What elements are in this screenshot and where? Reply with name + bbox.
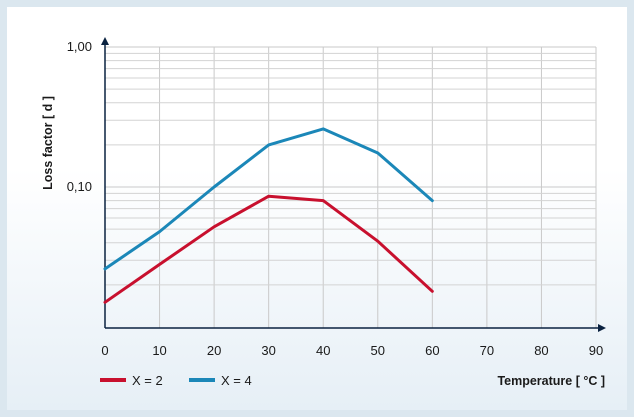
axes — [101, 37, 606, 332]
y-tick-label: 1,00 — [67, 39, 92, 54]
x-tick-label: 70 — [480, 343, 494, 358]
x-tick-label: 90 — [589, 343, 603, 358]
x-axis-title: Temperature [ °C ] — [497, 374, 605, 388]
tick-labels: 0 10 20 30 40 50 60 70 80 90 1,00 0,10 — [67, 39, 604, 358]
x-tick-label: 0 — [101, 343, 108, 358]
x-tick-label: 50 — [371, 343, 385, 358]
y-axis-arrow — [101, 37, 109, 45]
series-line-1 — [103, 194, 434, 304]
grid — [105, 46, 597, 328]
series-line-2 — [103, 127, 434, 271]
legend-label-1: X = 2 — [132, 373, 163, 388]
y-axis-title: Loss factor [ d ] — [41, 96, 55, 190]
x-tick-label: 60 — [425, 343, 439, 358]
x-tick-label: 10 — [152, 343, 166, 358]
series-lines — [103, 127, 434, 304]
x-tick-label: 40 — [316, 343, 330, 358]
x-tick-label: 20 — [207, 343, 221, 358]
x-tick-label: 80 — [534, 343, 548, 358]
y-tick-label: 0,10 — [67, 179, 92, 194]
legend: X = 2 X = 4 — [100, 373, 252, 388]
legend-label-2: X = 4 — [221, 373, 252, 388]
x-axis-arrow — [598, 324, 606, 332]
x-tick-label: 30 — [261, 343, 275, 358]
